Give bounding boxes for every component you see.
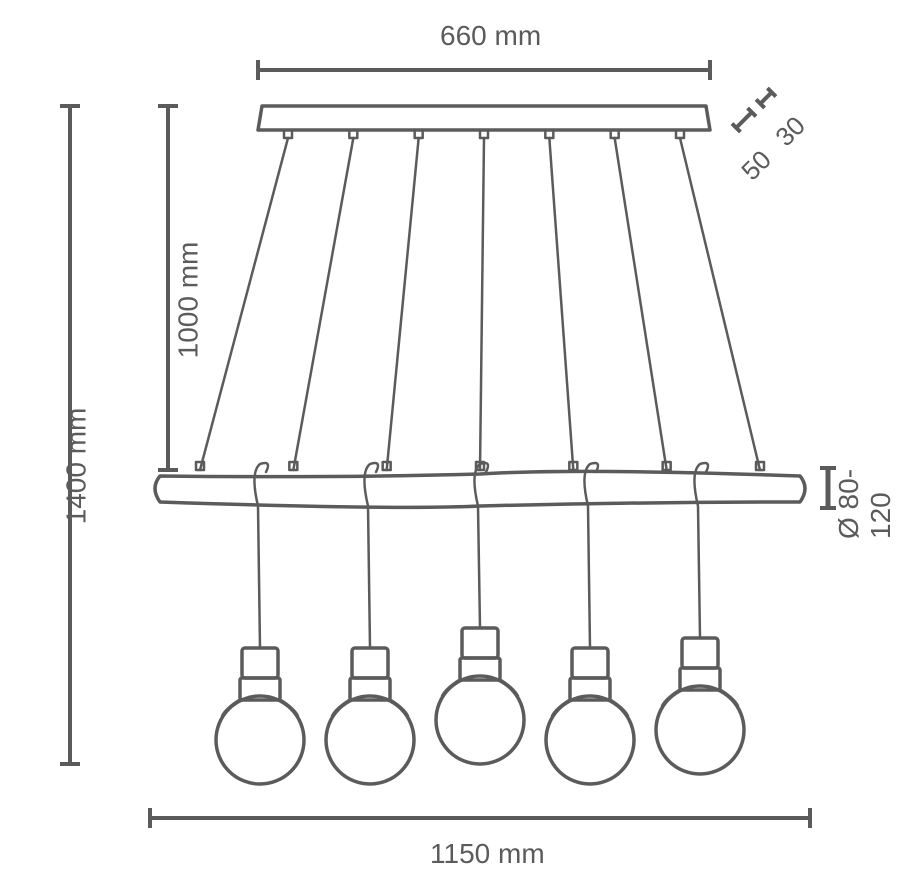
diagram-container: 660 mm 1000 mm 1400 mm 1150 mm 50 30 Ø 8…	[0, 0, 904, 884]
dim-label-cable-height: 1000 mm	[172, 242, 204, 359]
dim-label-beam-width: 1150 mm	[430, 838, 545, 870]
dim-label-overall-height: 1400 mm	[60, 408, 92, 525]
diagram-svg	[0, 0, 904, 884]
dim-label-top-width: 660 mm	[440, 20, 541, 52]
dim-label-beam-diameter: Ø 80-120	[833, 461, 897, 539]
